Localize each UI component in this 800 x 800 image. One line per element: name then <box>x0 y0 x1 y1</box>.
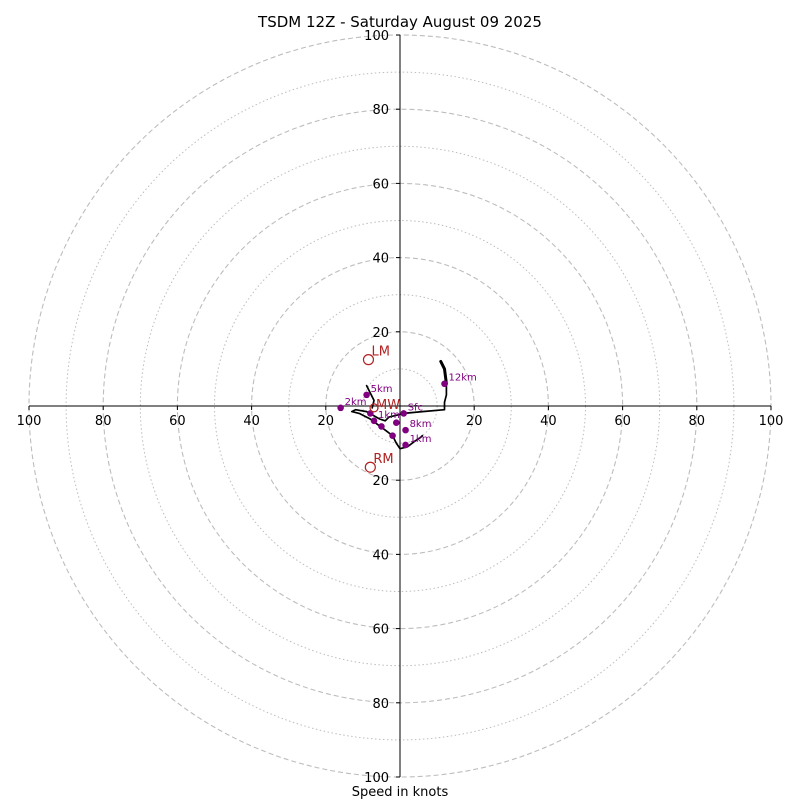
x-axis-label: Speed in knots <box>352 785 449 800</box>
x-tick-label: 40 <box>540 414 557 429</box>
height-marker-point <box>392 419 400 426</box>
y-tick-label: 20 <box>372 326 389 341</box>
y-tick-label: 60 <box>372 623 389 638</box>
x-tick-label: 40 <box>243 414 260 429</box>
x-tick-label: 20 <box>466 414 483 429</box>
x-tick-label: 60 <box>614 414 631 429</box>
y-tick-label: 80 <box>372 103 389 118</box>
height-marker-point <box>378 423 385 430</box>
y-tick-label: 40 <box>372 548 389 563</box>
height-marker-label: 1km <box>410 434 432 445</box>
height-marker-label: 8km <box>410 419 432 430</box>
storm-motion-label: RM <box>373 452 393 467</box>
x-tick-label: 80 <box>689 414 706 429</box>
x-tick-label: 100 <box>759 414 784 429</box>
y-tick-label: 100 <box>364 29 389 44</box>
axes <box>29 35 771 777</box>
height-marker-point <box>337 404 344 412</box>
height-marker-point <box>370 417 378 425</box>
height-marker-point <box>389 432 396 439</box>
y-tick-label: 40 <box>372 252 389 267</box>
height-marker-label: 12km <box>449 373 477 384</box>
height-marker-label: Sfc <box>408 402 423 413</box>
y-tick-label: 80 <box>372 697 389 712</box>
y-tick-label: 100 <box>364 771 389 786</box>
mean-wind-label: MW <box>376 398 400 413</box>
tick-labels: 100 80 60 40 20 20 40 60 80 100 100 80 60 40 20 20 40 60 8… <box>17 29 784 786</box>
x-tick-label: 20 <box>318 414 335 429</box>
storm-motion-markers: LM RM MW <box>362 345 400 473</box>
storm-motion-point <box>362 354 375 366</box>
chart-title: TSDM 12Z - Saturday August 09 2025 <box>257 13 542 31</box>
height-marker-point <box>402 441 409 449</box>
height-marker-label: 5km <box>371 384 393 395</box>
hodograph-line <box>350 360 448 450</box>
height-marker-point <box>402 426 409 434</box>
mean-wind-point <box>369 403 379 413</box>
x-tick-label: 60 <box>169 414 186 429</box>
height-marker-label: 1km <box>378 410 400 421</box>
x-tick-label: 80 <box>95 414 112 429</box>
height-marker-point <box>363 391 370 399</box>
height-marker-point <box>400 410 408 417</box>
height-marker-label: 2km <box>345 397 367 408</box>
x-tick-label: 100 <box>17 414 42 429</box>
storm-motion-point <box>364 461 376 473</box>
height-marker-point <box>441 380 448 388</box>
storm-motion-label: LM <box>371 345 389 360</box>
y-tick-label: 20 <box>372 474 389 489</box>
y-tick-label: 60 <box>372 177 389 192</box>
hodograph-line-top-thick <box>439 360 448 386</box>
height-markers: 12km 5km 2km Sfc 8km 1km 1km <box>337 373 477 449</box>
